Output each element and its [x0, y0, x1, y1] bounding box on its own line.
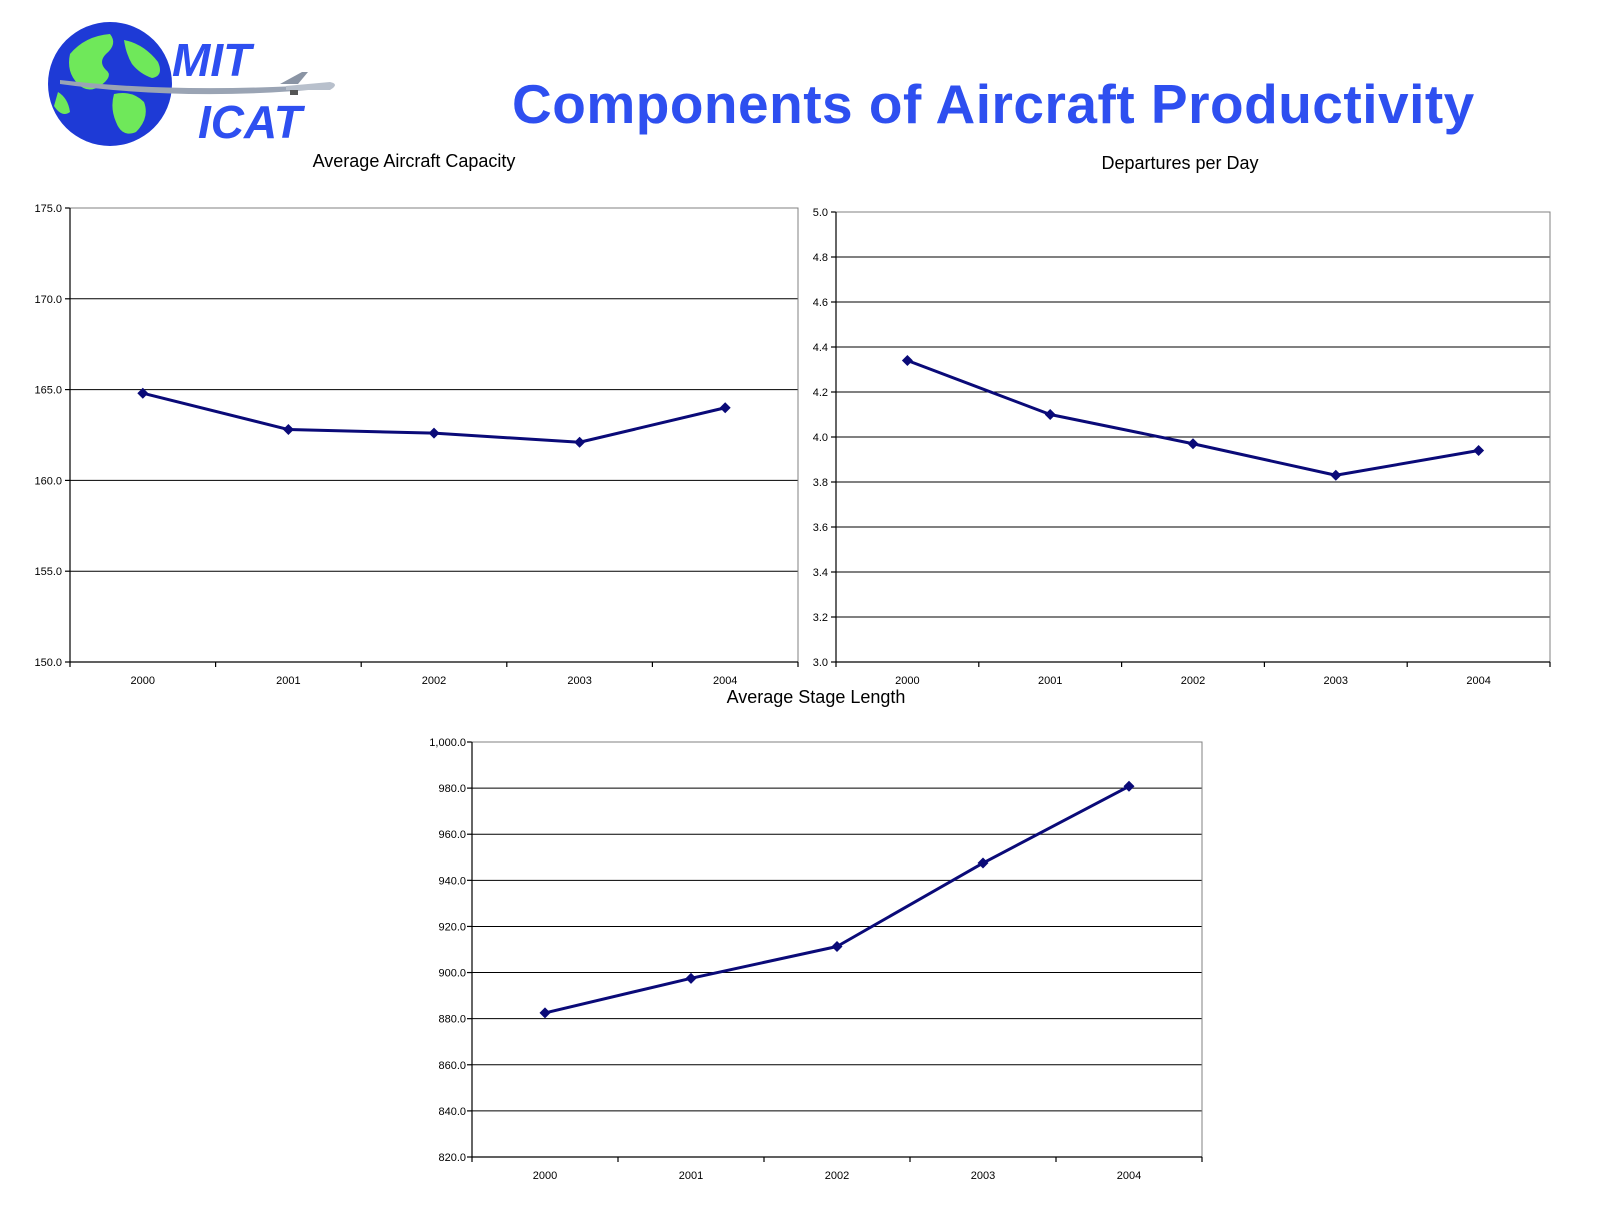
data-point: [977, 857, 989, 869]
y-tick-label: 960.0: [438, 829, 466, 841]
y-tick-label: 3.4: [813, 567, 828, 579]
average-aircraft-capacity-chart: Average Aircraft Capacity 150.0 155.0 160.0…: [34, 151, 799, 687]
data-point: [685, 972, 697, 984]
y-tick-label: 4.8: [813, 252, 828, 264]
y-tick-label: 4.6: [813, 297, 828, 309]
y-tick-label: 4.2: [813, 387, 828, 399]
data-point: [539, 1007, 551, 1019]
data-point: [1330, 469, 1342, 481]
y-tick-label: 900.0: [438, 968, 466, 980]
y-tick-label: 3.6: [813, 522, 828, 534]
mit-icat-logo: MIT ICAT: [48, 22, 335, 148]
y-tick-label: 3.8: [813, 477, 828, 489]
y-tick-label: 4.0: [813, 432, 828, 444]
y-tick-label: 3.2: [813, 612, 828, 624]
x-tick-label: 2000: [895, 675, 919, 687]
y-tick-label: 3.0: [813, 657, 828, 669]
x-tick-label: 2002: [1181, 675, 1205, 687]
y-tick-label: 940.0: [438, 875, 466, 887]
data-point: [574, 436, 586, 448]
data-point: [282, 424, 294, 436]
data-point: [831, 941, 843, 953]
y-tick-label: 160.0: [34, 475, 62, 487]
y-tick-label: 1,000.0: [429, 737, 466, 749]
y-tick-label: 165.0: [34, 385, 62, 397]
x-tick-label: 2001: [276, 675, 300, 687]
y-tick-label: 170.0: [34, 294, 62, 306]
y-tick-label: 4.4: [813, 342, 828, 354]
page-title: Components of Aircraft Productivity: [512, 73, 1475, 135]
data-point: [428, 427, 440, 439]
y-tick-label: 155.0: [34, 566, 62, 578]
x-tick-label: 2001: [679, 1170, 703, 1182]
y-tick-label: 880.0: [438, 1014, 466, 1026]
average-stage-length-chart: Average Stage Length 820.0 840.0 860.0 880.0…: [429, 687, 1203, 1182]
chart-title: Departures per Day: [1101, 153, 1258, 173]
airplane-icon: [60, 72, 335, 95]
x-tick-label: 2004: [713, 675, 737, 687]
y-tick-label: 980.0: [438, 783, 466, 795]
series-line: [544, 784, 1130, 1015]
y-tick-label: 860.0: [438, 1060, 466, 1072]
data-point: [1044, 409, 1056, 420]
data-point: [1187, 438, 1199, 450]
data-point: [1123, 780, 1135, 792]
y-tick-label: 5.0: [813, 207, 828, 219]
x-tick-label: 2000: [533, 1170, 557, 1182]
x-tick-label: 2001: [1038, 675, 1062, 687]
y-tick-label: 840.0: [438, 1106, 466, 1118]
data-point: [1473, 445, 1485, 456]
x-tick-label: 2003: [971, 1170, 995, 1182]
x-tick-label: 2002: [825, 1170, 849, 1182]
data-point: [719, 402, 731, 414]
departures-per-day-chart: Departures per Day 3.0 3.2 3.4 3.6 3.8 4.0 4.2 4…: [813, 153, 1551, 687]
data-point: [901, 355, 913, 366]
y-tick-label: 820.0: [438, 1152, 466, 1164]
logo-text-mit: MIT: [172, 34, 255, 86]
data-point: [137, 387, 149, 399]
x-tick-label: 2003: [1324, 675, 1348, 687]
globe-icon: [48, 22, 172, 146]
series-line: [906, 359, 1479, 477]
y-tick-label: 175.0: [34, 203, 62, 215]
logo-text-icat: ICAT: [198, 96, 306, 148]
chart-title: Average Aircraft Capacity: [313, 151, 516, 171]
x-tick-label: 2003: [567, 675, 591, 687]
chart-title: Average Stage Length: [727, 687, 906, 707]
x-tick-label: 2000: [131, 675, 155, 687]
y-tick-label: 920.0: [438, 921, 466, 933]
x-tick-label: 2004: [1117, 1170, 1141, 1182]
x-tick-label: 2002: [422, 675, 446, 687]
y-tick-label: 150.0: [34, 657, 62, 669]
x-tick-label: 2004: [1466, 675, 1490, 687]
